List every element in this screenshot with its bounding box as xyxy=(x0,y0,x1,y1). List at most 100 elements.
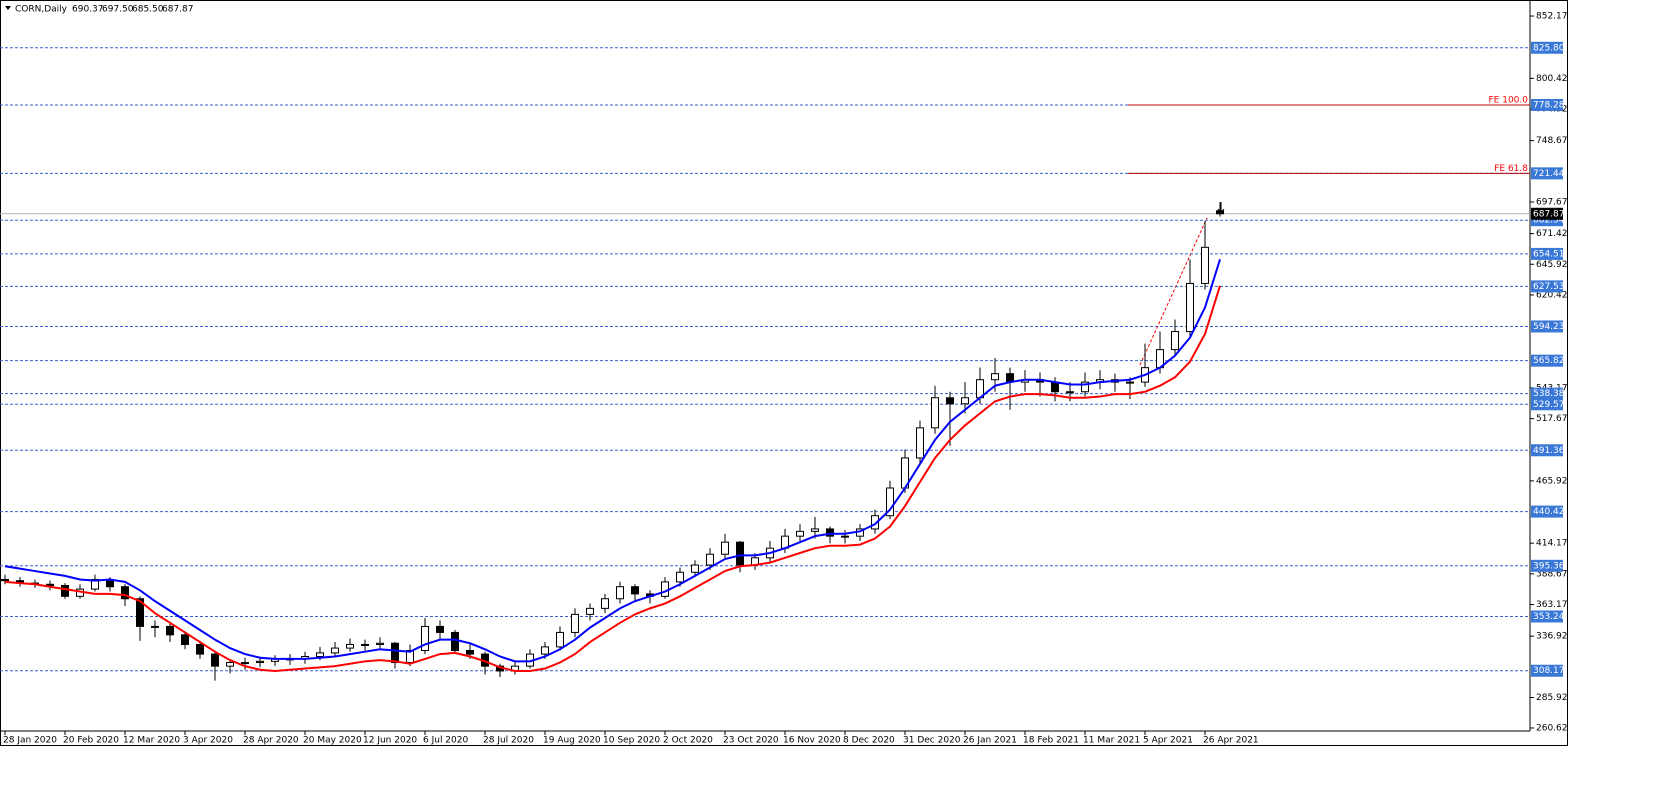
candle-body xyxy=(466,649,474,655)
candle-body xyxy=(556,631,564,648)
candle-body xyxy=(871,515,879,530)
candle-body xyxy=(181,634,189,645)
candle-body xyxy=(166,625,174,636)
y-tick-label: 671.42 xyxy=(1536,229,1568,239)
level-box xyxy=(1531,41,1563,54)
candle-body xyxy=(811,528,819,532)
x-tick-label: 19 Aug 2020 xyxy=(543,736,601,746)
level-box xyxy=(1531,247,1563,260)
candle-body xyxy=(541,646,549,655)
moving-average xyxy=(4,259,1221,663)
candle-body xyxy=(136,598,144,627)
fibo-trend xyxy=(1139,217,1208,366)
candle-body xyxy=(151,625,159,628)
menu-arrow xyxy=(5,6,11,10)
quote-value: 697.50 xyxy=(102,5,134,15)
candle-body xyxy=(121,586,129,600)
y-tick-label: 260.62 xyxy=(1536,723,1568,733)
level-label: 594.23 xyxy=(1533,322,1565,332)
quote-value: 685.50 xyxy=(132,5,164,15)
level-box xyxy=(1531,98,1563,111)
level-box xyxy=(1531,444,1563,457)
candle-body xyxy=(616,586,624,600)
level-label: 825.80 xyxy=(1533,43,1565,53)
x-tick-label: 20 May 2020 xyxy=(303,736,362,746)
y-tick-label: 852.17 xyxy=(1536,12,1568,22)
x-tick-label: 20 Feb 2020 xyxy=(63,736,119,746)
level-label: 529.57 xyxy=(1533,400,1565,410)
candle-body xyxy=(796,530,804,537)
candle-body xyxy=(241,662,249,665)
x-tick-label: 16 Nov 2020 xyxy=(783,736,841,746)
level-label: 682.54 xyxy=(1533,216,1565,226)
candle-body xyxy=(346,643,354,649)
x-tick-label: 28 Jan 2020 xyxy=(3,736,57,746)
level-box xyxy=(1531,280,1563,293)
fibo-label: FE 61.8 xyxy=(1494,164,1528,174)
candle-body xyxy=(1126,381,1134,384)
level-label: 491.36 xyxy=(1533,446,1565,456)
candle-body xyxy=(46,583,54,586)
candle-body xyxy=(841,535,849,538)
candle-body xyxy=(571,613,579,633)
moving-average xyxy=(4,285,1221,672)
level-box xyxy=(1531,320,1563,333)
candle-body xyxy=(706,553,714,566)
candle-body xyxy=(391,642,399,664)
level-box xyxy=(1531,398,1563,411)
candle-body xyxy=(916,427,924,459)
candle-body xyxy=(691,564,699,573)
x-tick-label: 12 Mar 2020 xyxy=(123,736,180,746)
candle-body xyxy=(676,571,684,583)
candle-body xyxy=(991,373,999,381)
level-label: 654.51 xyxy=(1533,249,1565,259)
candle-body xyxy=(721,541,729,555)
y-tick-label: 363.17 xyxy=(1536,600,1568,610)
level-label: 538.38 xyxy=(1533,389,1565,399)
x-tick-label: 28 Apr 2020 xyxy=(243,736,299,746)
x-tick-label: 6 Jul 2020 xyxy=(423,736,468,746)
candle-body xyxy=(1051,381,1059,393)
candle-body xyxy=(451,631,459,651)
price-label: 687.87 xyxy=(1533,209,1565,219)
x-tick-label: 31 Dec 2020 xyxy=(903,736,961,746)
candle-body xyxy=(331,647,339,654)
candle-body xyxy=(211,653,219,667)
x-tick-label: 28 Jul 2020 xyxy=(483,736,534,746)
frame xyxy=(0,0,1568,746)
x-tick-label: 8 Dec 2020 xyxy=(843,736,895,746)
y-tick-label: 748.67 xyxy=(1536,136,1568,146)
level-label: 395.36 xyxy=(1533,561,1565,571)
x-tick-label: 11 Mar 2021 xyxy=(1083,736,1140,746)
x-tick-label: 23 Oct 2020 xyxy=(723,736,779,746)
candle-body xyxy=(601,598,609,609)
candle-body xyxy=(1,578,9,582)
x-tick-label: 26 Apr 2021 xyxy=(1203,736,1259,746)
candle-body xyxy=(361,643,369,646)
candle-body xyxy=(961,397,969,405)
candle-body xyxy=(1186,282,1194,333)
level-box xyxy=(1531,167,1563,180)
candle-body xyxy=(91,578,99,590)
candle-body xyxy=(61,584,69,597)
x-tick-label: 10 Sep 2020 xyxy=(603,736,660,746)
candle-body xyxy=(631,586,639,595)
candle-body xyxy=(316,652,324,658)
candle-body xyxy=(1066,391,1074,394)
candle-body xyxy=(226,662,234,667)
candle-body xyxy=(436,625,444,633)
candle-body xyxy=(1171,331,1179,351)
candle-body xyxy=(826,528,834,537)
candle-body xyxy=(406,649,414,664)
level-label: 308.17 xyxy=(1533,666,1565,676)
candle-body xyxy=(256,660,264,664)
candle-body xyxy=(421,625,429,651)
x-tick-label: 5 Apr 2021 xyxy=(1143,736,1193,746)
level-label: 627.53 xyxy=(1533,282,1565,292)
quote-value: 687.87 xyxy=(162,5,194,15)
candle-body xyxy=(196,643,204,655)
x-tick-label: 12 Jun 2020 xyxy=(363,736,417,746)
y-tick-label: 517.67 xyxy=(1536,414,1568,424)
x-tick-label: 18 Feb 2021 xyxy=(1023,736,1079,746)
